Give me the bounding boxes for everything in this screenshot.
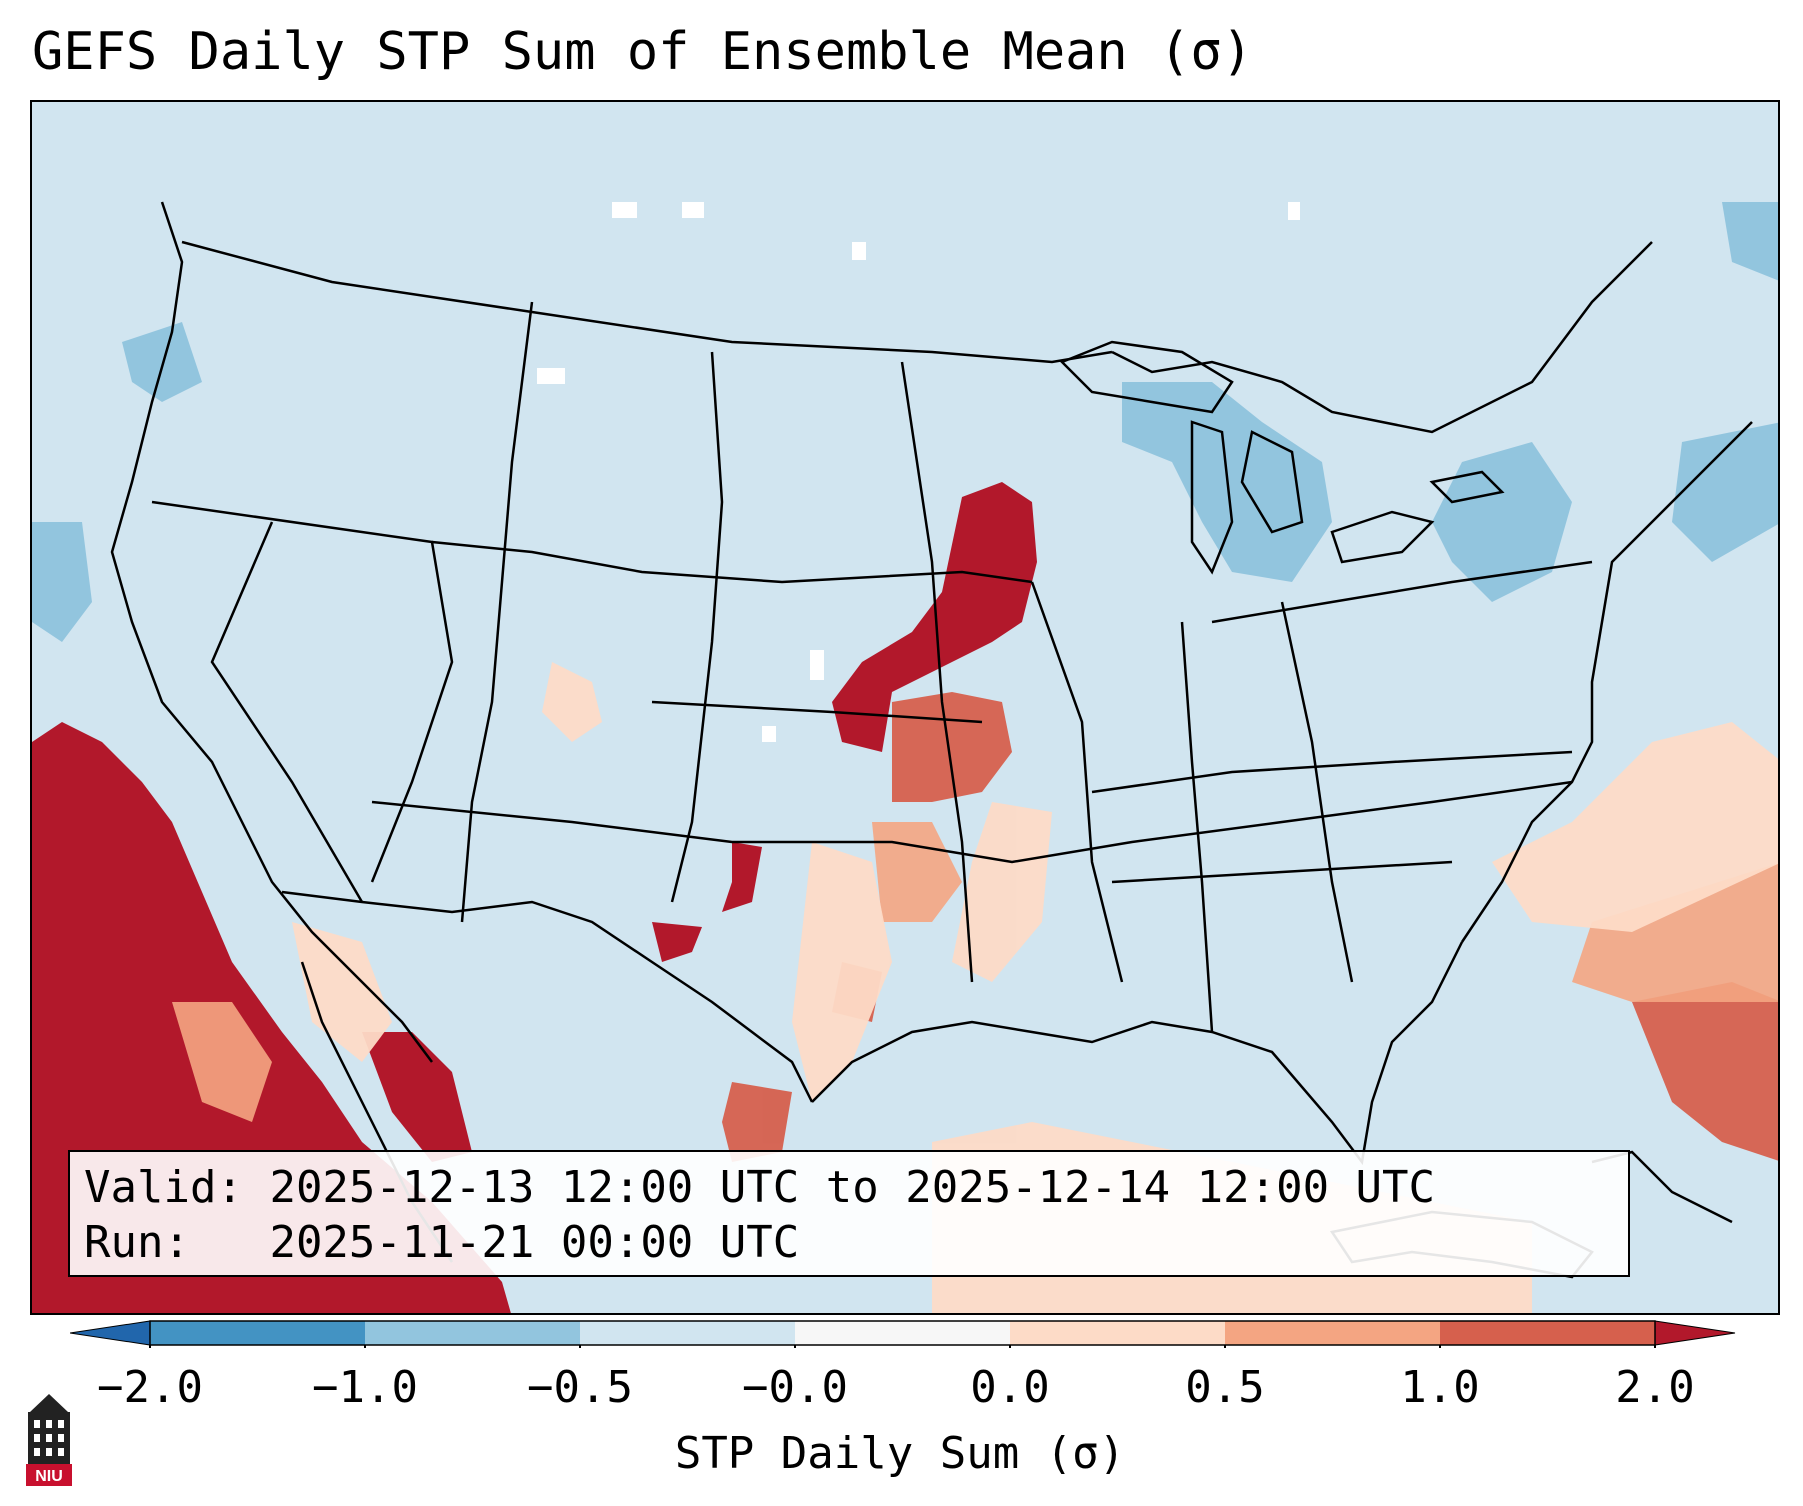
colorbar-label: STP Daily Sum (σ) xyxy=(674,1428,1126,1479)
niu-logo-icon: NIU xyxy=(26,1394,72,1486)
colorbar-tick-label: 2.0 xyxy=(1615,1362,1695,1413)
colorbar-bin-4 xyxy=(795,1321,1010,1345)
colorbar-tick-label: −2.0 xyxy=(97,1362,203,1413)
colorbar-tick-label: −0.0 xyxy=(742,1362,848,1413)
colorbar-bin-2 xyxy=(365,1321,580,1345)
map-title: GEFS Daily STP Sum of Ensemble Mean (σ) xyxy=(32,22,1253,82)
political-boundaries xyxy=(110,201,1753,1279)
colorbar-bin-6 xyxy=(1225,1321,1440,1345)
colorbar-tick-label: 0.5 xyxy=(1185,1362,1265,1413)
run-label: Run: xyxy=(84,1217,190,1268)
colorbar xyxy=(70,1320,1736,1348)
valid-range: 2025-12-13 12:00 UTC to 2025-12-14 12:00… xyxy=(269,1162,1436,1213)
colorbar-bin-3 xyxy=(580,1321,795,1345)
colorbar-bin-7 xyxy=(1440,1321,1655,1345)
colorbar-bin-5 xyxy=(1010,1321,1225,1345)
map-canvas xyxy=(32,201,1778,1313)
anomaly-light-orange-region xyxy=(172,822,1778,1122)
colorbar-extend-low xyxy=(70,1320,151,1346)
colorbar-tick-label: 1.0 xyxy=(1400,1362,1480,1413)
map-panel[interactable] xyxy=(30,100,1780,1315)
colorbar-bin-1 xyxy=(150,1321,365,1345)
logo-text: NIU xyxy=(35,1468,63,1485)
colorbar-extend-high xyxy=(1654,1320,1736,1346)
colorbar-tick-label: −1.0 xyxy=(312,1362,418,1413)
colorbar-tick-label: 0.0 xyxy=(970,1362,1050,1413)
valid-run-info-box: Valid: 2025-12-13 12:00 UTC to 2025-12-1… xyxy=(68,1150,1630,1277)
colorbar-tick-label: −0.5 xyxy=(527,1362,633,1413)
missing-data-cells xyxy=(537,202,1300,742)
run-time: 2025-11-21 00:00 UTC xyxy=(269,1217,800,1268)
valid-label: Valid: xyxy=(84,1162,243,1213)
